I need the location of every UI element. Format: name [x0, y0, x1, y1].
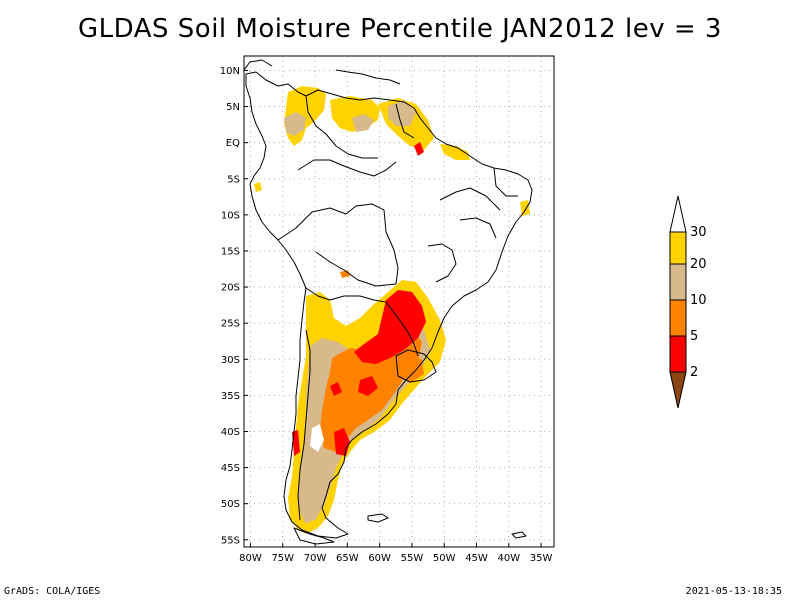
caribbean-coast [335, 69, 401, 85]
shade-red-patch-2 [358, 376, 378, 396]
lat-tick-label: 30S [221, 355, 240, 366]
lat-tick-label: 5N [226, 102, 240, 113]
shade-brazil-east [520, 200, 530, 216]
shade-uruguay-orange [394, 352, 424, 382]
lat-tick-label: 45S [221, 463, 240, 474]
map-axes: 10N 5N EQ 5S 10S 15S 20S 25S 30S 35S 40S 45S 50S 55S 8… [220, 66, 553, 564]
border-3 [305, 95, 378, 159]
lat-tick-label: 40S [221, 427, 240, 438]
lon-tick-label: 50W [433, 553, 456, 564]
border-9 [395, 349, 437, 383]
lon-tick-label: 40W [497, 553, 520, 564]
shade-guianas-red [414, 142, 424, 156]
border-1 [277, 203, 385, 241]
colorbar-level-label: 30 [690, 225, 707, 240]
footer-credit: GrADS: COLA/IGES [4, 586, 101, 597]
central-america-coast [244, 59, 273, 71]
colorbar-band [669, 231, 687, 265]
footer-timestamp: 2021-05-13-18:35 [685, 586, 782, 597]
lat-tick-label: 10N [220, 66, 240, 77]
lon-tick-label: 45W [465, 553, 488, 564]
colorbar-bottom-arrow [669, 371, 687, 409]
colorbar-level-label: 10 [690, 293, 707, 308]
lat-tick-label: 20S [221, 283, 240, 294]
lon-tick-label: 80W [239, 553, 262, 564]
border-13 [493, 167, 518, 197]
south-georgia [511, 531, 527, 539]
lon-tick-label: 65W [336, 553, 359, 564]
shade-ecuador-coast [254, 182, 262, 192]
lat-tick-label: 50S [221, 499, 240, 510]
coastlines [244, 59, 533, 545]
border-8 [385, 301, 419, 357]
lon-tick-label: 55W [401, 553, 424, 564]
lon-tick-label: 60W [368, 553, 391, 564]
lat-tick-label: 10S [221, 210, 240, 221]
colorbar-level-label: 5 [690, 329, 698, 344]
lon-tick-label: 75W [271, 553, 294, 564]
border-10 [427, 243, 457, 283]
colorbar-band [669, 335, 687, 373]
border-7 [305, 287, 387, 303]
border-5 [383, 209, 399, 285]
border-2 [297, 159, 397, 177]
lon-tick-label: 70W [304, 553, 327, 564]
colorbar-top-arrow [669, 195, 687, 233]
border-4 [395, 103, 415, 139]
shade-north-colombia-tan [284, 112, 306, 136]
shade-red-patch-4 [330, 382, 342, 396]
shade-venezuela-tan [352, 114, 374, 132]
lat-tick-label: 55S [221, 535, 240, 546]
border-6 [315, 251, 397, 287]
lat-tick-label: 25S [221, 319, 240, 330]
border-12 [439, 187, 501, 211]
lat-tick-label: 35S [221, 391, 240, 402]
lat-tick-label: 15S [221, 246, 240, 257]
colorbar-band [669, 299, 687, 337]
shade-amazon-mouth [440, 144, 470, 160]
shade-white-patch [310, 424, 324, 452]
border-14 [297, 329, 311, 521]
plot-frame [243, 55, 555, 548]
lon-tick-label: 35W [530, 553, 553, 564]
colorbar-band [669, 263, 687, 301]
shade-patagonia-tan [300, 494, 322, 522]
south-america-coastline [245, 71, 533, 539]
border-11 [459, 217, 497, 239]
shade-guianas-tan [388, 100, 416, 126]
falklands [367, 513, 389, 523]
colorbar-level-label: 20 [690, 257, 707, 272]
colorbar-level-label: 2 [690, 365, 698, 380]
colorbar: 30 20 10 5 2 [669, 195, 707, 409]
tierra-del-fuego [293, 527, 335, 545]
lat-tick-label: EQ [226, 138, 240, 149]
lat-tick-label: 5S [227, 174, 240, 185]
map-title: GLDAS Soil Moisture Percentile JAN2012 l… [78, 14, 722, 44]
shade-south-red [354, 290, 426, 364]
